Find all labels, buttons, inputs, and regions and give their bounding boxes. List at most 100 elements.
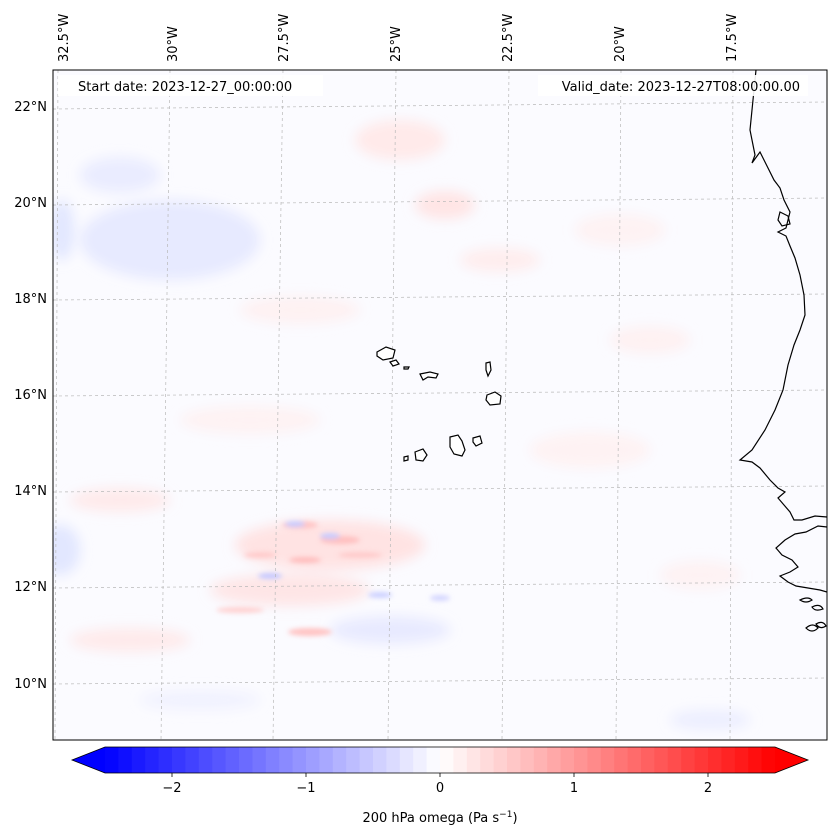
island-santiago — [449, 434, 466, 457]
colorbar-segment — [560, 747, 575, 773]
lon-label: 32.5°W — [57, 14, 72, 62]
colorbar-tick-label: 2 — [704, 781, 712, 796]
colorbar-segment — [359, 747, 374, 773]
island-sao-nicolau — [419, 371, 439, 381]
colorbar-segment — [493, 747, 508, 773]
colorbar-tick-label: 0 — [436, 781, 444, 796]
colorbar-segment — [373, 747, 387, 773]
colorbar-segment — [694, 747, 709, 773]
valid-date-text: Valid_date: 2023-12-27T08:00:00.00 — [562, 80, 800, 95]
colorbar-segment — [212, 747, 227, 773]
colorbar-segment — [105, 747, 119, 773]
colorbar-segment — [708, 747, 722, 773]
omega-streaks — [216, 521, 450, 636]
colorbar-segment — [413, 747, 428, 773]
colorbar-extend-min — [72, 747, 105, 773]
valid-date-annotation: Valid_date: 2023-12-27T08:00:00.00 — [538, 75, 808, 96]
colorbar-segment — [306, 747, 320, 773]
colorbar-extend-max — [775, 747, 808, 773]
colorbar-segment — [547, 747, 562, 773]
longitude-labels: 32.5°W 30°W 27.5°W 25°W 22.5°W 20°W 17.5… — [57, 14, 740, 62]
colorbar-segment — [239, 747, 253, 773]
lon-label: 27.5°W — [277, 14, 292, 62]
lat-label: 12°N — [14, 580, 47, 595]
island-maio — [472, 435, 483, 447]
lat-label: 14°N — [14, 484, 47, 499]
colorbar-segment — [667, 747, 682, 773]
colorbar-segment — [265, 747, 280, 773]
island-sao-vicente — [389, 359, 400, 367]
colorbar-ticks — [171, 773, 709, 777]
colorbar-segment — [654, 747, 669, 773]
island-santo-antao — [376, 346, 396, 361]
lat-label: 16°N — [14, 388, 47, 403]
lon-label: 30°W — [166, 26, 181, 62]
bay-inlet — [777, 211, 791, 227]
colorbar-label: 200 hPa omega (Pa s−1) — [362, 810, 517, 826]
colorbar-segment — [440, 747, 454, 773]
colorbar-segment — [346, 747, 361, 773]
colorbar-tick-label: −1 — [296, 781, 315, 796]
lon-label: 20°W — [613, 26, 628, 62]
colorbar-segment — [185, 747, 200, 773]
colorbar-segment — [627, 747, 642, 773]
colorbar-steps — [105, 747, 776, 773]
colorbar-segment — [748, 747, 763, 773]
island-boa-vista — [485, 391, 502, 406]
colorbar-segment — [533, 747, 548, 773]
colorbar-outline — [70, 746, 810, 774]
colorbar-segment — [252, 747, 267, 773]
omega-smooth-patches — [53, 120, 750, 730]
coastline — [738, 70, 827, 632]
guinea-bissau-islands — [798, 597, 827, 632]
colorbar: −2 −1 0 1 2 200 hPa omega (Pa s−1) — [70, 746, 810, 826]
island-fogo — [414, 448, 428, 462]
colorbar-segment — [172, 747, 186, 773]
lat-label: 20°N — [14, 196, 47, 211]
colorbar-tick-label: 1 — [570, 781, 578, 796]
latitude-labels: 22°N 20°N 18°N 16°N 14°N 12°N 10°N — [14, 100, 47, 692]
colorbar-segment — [587, 747, 602, 773]
colorbar-segment — [292, 747, 307, 773]
colorbar-segment — [600, 747, 615, 773]
colorbar-segment — [198, 747, 213, 773]
start-date-annotation: Start date: 2023-12-27_00:00:00 — [58, 75, 323, 96]
senegambia-coast — [775, 525, 827, 593]
map-frame — [52, 69, 828, 741]
colorbar-segment — [332, 747, 347, 773]
colorbar-label-exponent: −1 — [499, 810, 512, 820]
colorbar-segment — [453, 747, 468, 773]
omega-field — [53, 120, 750, 730]
colorbar-segment — [118, 747, 133, 773]
colorbar-segment — [225, 747, 240, 773]
colorbar-segment — [761, 747, 776, 773]
lon-label: 25°W — [389, 26, 404, 62]
colorbar-segment — [681, 747, 696, 773]
colorbar-segment — [480, 747, 495, 773]
cape-verde-islands — [376, 346, 502, 462]
lat-label: 10°N — [14, 677, 47, 692]
colorbar-label-close: ) — [512, 811, 517, 826]
colorbar-segment — [520, 747, 535, 773]
colorbar-segment — [131, 747, 146, 773]
colorbar-segment — [279, 747, 294, 773]
colorbar-segment — [734, 747, 749, 773]
lat-label: 18°N — [14, 292, 47, 307]
colorbar-tick-label: −2 — [162, 781, 181, 796]
colorbar-segment — [574, 747, 588, 773]
lon-label: 22.5°W — [501, 14, 516, 62]
colorbar-segment — [158, 747, 173, 773]
colorbar-segment — [466, 747, 481, 773]
island-sal — [485, 361, 492, 378]
lon-label: 17.5°W — [725, 14, 740, 62]
lat-label: 22°N — [14, 100, 47, 115]
island-brava — [403, 455, 409, 462]
colorbar-segment — [507, 747, 521, 773]
colorbar-segment — [614, 747, 629, 773]
start-date-text: Start date: 2023-12-27_00:00:00 — [78, 80, 292, 95]
africa-coastline — [738, 70, 827, 521]
colorbar-segment — [386, 747, 401, 773]
colorbar-segment — [145, 747, 160, 773]
gridlines — [53, 70, 827, 740]
